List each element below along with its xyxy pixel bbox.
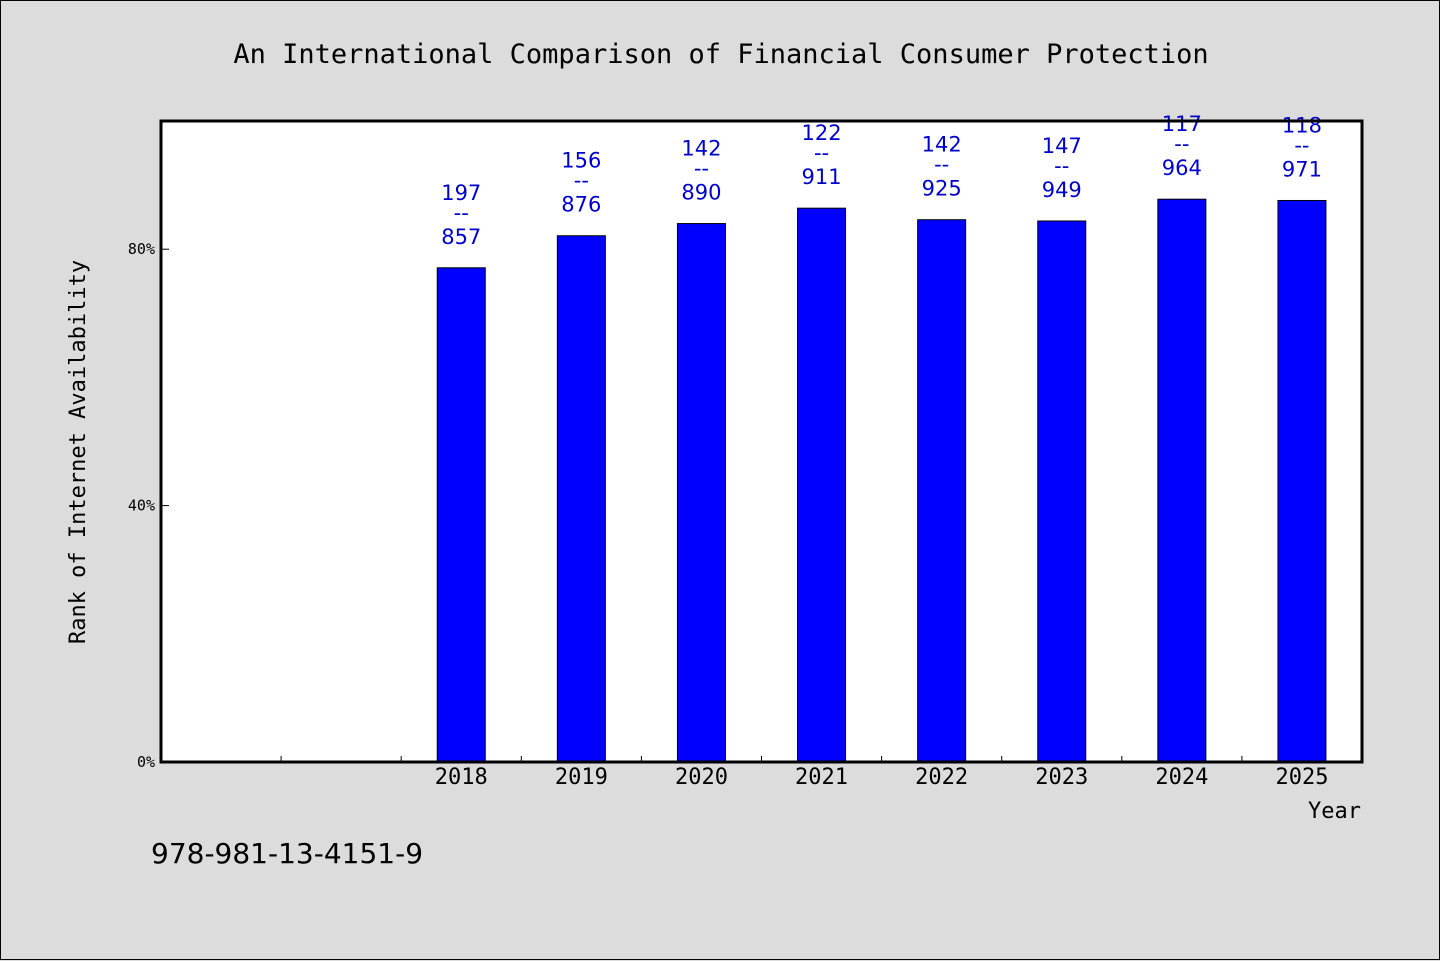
y-axis-title: Rank of Internet Availability: [66, 260, 91, 644]
x-tick-label-2019: 2019: [555, 765, 608, 790]
data-label-2018-1: --: [454, 201, 469, 225]
y-tick-label: 40%: [128, 497, 155, 515]
data-label-2018-2: 857: [441, 225, 481, 249]
bar-2024: [1157, 198, 1207, 763]
data-label-2019-0: 156: [561, 149, 601, 173]
data-label-2025-0: 118: [1282, 113, 1322, 137]
x-axis: 2018 2019 2020 2021 2022 2023 2024 2025: [280, 756, 1328, 790]
x-tick-label-2024: 2024: [1155, 765, 1208, 790]
bar-2022: [917, 219, 967, 763]
data-label-2024-2: 964: [1162, 156, 1202, 180]
data-label-2023-1: --: [1054, 154, 1069, 178]
bar-2020: [676, 223, 726, 763]
data-labels-group: 197--857156--876142--890122--911142--925…: [441, 112, 1322, 249]
data-label-2023-0: 147: [1042, 134, 1082, 158]
data-label-2024-0: 117: [1162, 112, 1202, 136]
y-tick-label: 80%: [128, 240, 155, 258]
x-tick-label-2023: 2023: [1035, 765, 1088, 790]
x-tick-label-2022: 2022: [915, 765, 968, 790]
x-axis-title: Year: [1308, 799, 1361, 824]
chart-title: An International Comparison of Financial…: [233, 39, 1208, 70]
data-label-2020-1: --: [694, 157, 709, 181]
bar-2019: [556, 235, 606, 763]
bar-2023: [1037, 220, 1087, 763]
x-tick-label-2025: 2025: [1275, 765, 1328, 790]
data-label-2022-1: --: [934, 153, 949, 177]
y-tick-label: 0%: [137, 753, 155, 771]
data-label-2025-1: --: [1294, 133, 1309, 157]
data-label-2018-0: 197: [441, 181, 481, 205]
data-label-2021-1: --: [814, 141, 829, 165]
data-label-2024-1: --: [1174, 132, 1189, 156]
bar-2025: [1277, 199, 1327, 763]
bar-2021: [797, 207, 847, 763]
data-label-2023-2: 949: [1042, 178, 1082, 202]
bar-2018: [436, 267, 486, 763]
data-label-2021-0: 122: [802, 121, 842, 145]
isbn-text: 978-981-13-4151-9: [151, 837, 423, 870]
data-label-2019-1: --: [574, 169, 589, 193]
data-label-2025-2: 971: [1282, 157, 1322, 181]
data-label-2019-2: 876: [561, 193, 601, 217]
x-tick-label-2020: 2020: [675, 765, 728, 790]
data-label-2020-0: 142: [681, 137, 721, 161]
data-label-2021-2: 911: [802, 165, 842, 189]
data-label-2022-0: 142: [922, 133, 962, 157]
data-label-2020-2: 890: [681, 181, 721, 205]
x-tick-label-2018: 2018: [435, 765, 488, 790]
y-axis: 0% 40% 80%: [128, 240, 169, 771]
x-tick-label-2021: 2021: [795, 765, 848, 790]
bars-group: [436, 198, 1327, 763]
data-label-2022-2: 925: [922, 177, 962, 201]
